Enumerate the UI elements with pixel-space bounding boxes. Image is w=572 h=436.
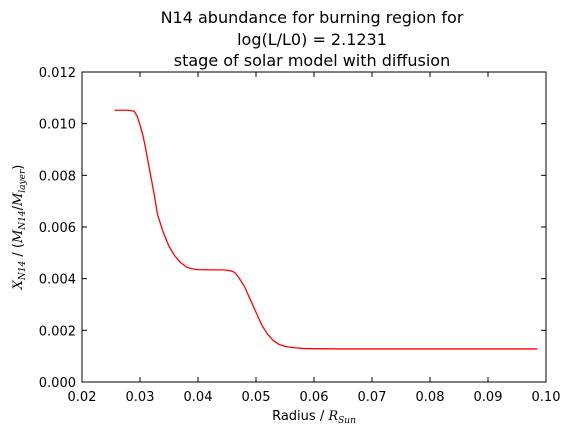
x-axis-label-prefix: Radius / — [272, 409, 328, 424]
x-axis-label-symbol: R — [327, 409, 338, 424]
x-tick-label: 0.04 — [184, 390, 213, 405]
y-label-end: ) — [11, 165, 26, 170]
y-tick-label: 0.002 — [39, 324, 76, 339]
y-label-sub-1: N14 — [18, 260, 28, 281]
x-tick-label: 0.08 — [416, 390, 445, 405]
title-line-1: N14 abundance for burning region for — [161, 8, 464, 27]
series-layer — [114, 109, 538, 350]
x-tick-label: 0.09 — [474, 390, 503, 405]
y-tick-label: 0.000 — [39, 376, 76, 391]
y-tick-label: 0.008 — [39, 169, 76, 184]
y-label-sub-3: layer — [18, 169, 28, 193]
x-tick-label: 0.05 — [242, 390, 271, 405]
y-tick-label: 0.012 — [39, 66, 76, 81]
chart-title: N14 abundance for burning region for log… — [161, 8, 464, 70]
title-line-2: log(L/L0) = 2.1231 — [237, 30, 387, 49]
x-tick-label: 0.02 — [68, 390, 97, 405]
x-tick-label: 0.10 — [532, 390, 561, 405]
x-axis-label-subscript: Sun — [338, 416, 356, 426]
series-line-n14 — [114, 109, 538, 350]
y-label-symbol-3: M — [11, 192, 26, 207]
y-axis-ticks: 0.000 0.002 0.004 0.006 0.008 0.010 0.012 — [39, 66, 546, 391]
y-tick-label: 0.004 — [39, 273, 76, 288]
y-label-symbol-1: X — [11, 279, 26, 290]
x-tick-label: 0.06 — [300, 390, 329, 405]
y-label-symbol-2: M — [11, 229, 26, 244]
plot-area: 0.02 0.03 0.04 0.05 0.06 0.07 0.08 0.09 0.10 0.0… — [39, 66, 561, 405]
x-axis-ticks: 0.02 0.03 0.04 0.05 0.06 0.07 0.08 0.09 0.10 — [68, 72, 561, 405]
title-line-3: stage of solar model with diffusion — [174, 51, 450, 70]
y-label-sub-2: N14 — [18, 210, 28, 231]
y-label-slash: / — [11, 205, 26, 210]
x-tick-label: 0.03 — [126, 390, 155, 405]
x-axis-label: Radius / RSun — [272, 409, 356, 426]
y-tick-label: 0.006 — [39, 221, 76, 236]
y-axis-label: XN14 / (MN14/Mlayer) — [11, 165, 28, 291]
x-tick-label: 0.07 — [358, 390, 387, 405]
y-label-mid: / ( — [11, 243, 26, 261]
y-tick-label: 0.010 — [39, 118, 76, 133]
